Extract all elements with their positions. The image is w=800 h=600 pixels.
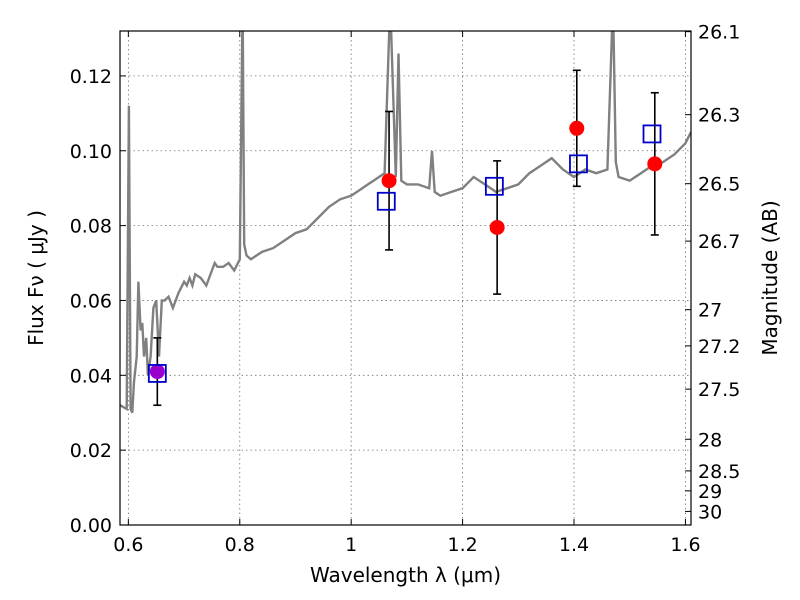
- right-tick-label: 27.5: [698, 379, 740, 401]
- right-tick-label: 26.7: [698, 231, 740, 253]
- model-photometry-square: [484, 176, 504, 196]
- x-axis-label: Wavelength λ (μm): [310, 563, 501, 587]
- x-tick-label: 1.6: [670, 534, 700, 556]
- model-photometry-square: [376, 191, 396, 211]
- grid-lines: [120, 31, 691, 526]
- right-tick-label: 28.5: [698, 461, 740, 483]
- y-tick-label: 0.08: [70, 216, 112, 238]
- x-tick-label: 1.2: [447, 534, 477, 556]
- photometry-point: [647, 156, 663, 172]
- right-tick-label: 26.5: [698, 174, 740, 196]
- right-tick-label: 26.1: [698, 22, 740, 44]
- y-tick-label: 0.10: [70, 141, 112, 163]
- x-tick-label: 0.6: [113, 534, 143, 556]
- x-tick-label: 1.4: [559, 534, 589, 556]
- x-tick-label: 0.8: [225, 534, 255, 556]
- right-tick-label: 26.3: [698, 105, 740, 127]
- model-photometry-square: [569, 154, 588, 174]
- right-axis-label: Magnitude (AB): [758, 200, 782, 355]
- right-tick-label: 27: [698, 300, 722, 322]
- x-tick-label: 1: [345, 534, 357, 556]
- photometry-point: [381, 173, 397, 189]
- y-tick-label: 0.04: [70, 365, 112, 387]
- photometry-point: [489, 219, 505, 235]
- y-tick-label: 0.12: [70, 66, 112, 88]
- right-tick-label: 30: [698, 501, 722, 523]
- model-photometry-square: [642, 124, 662, 144]
- axis-ticks: 0.6 0.8 1 1.2 1.4 1.6 0.00 0.02 0.04 0.06 0.08 0.10…: [70, 22, 741, 556]
- model-spectrum-line: [120, 31, 691, 414]
- photometry-point: [569, 120, 585, 136]
- plot-frame: [119, 30, 692, 526]
- y-axis-label: Flux Fν ( μJy ): [24, 210, 48, 346]
- model-photometry-square: [147, 364, 167, 383]
- y-tick-label: 0.00: [70, 515, 112, 537]
- photometry-point: [149, 364, 165, 380]
- right-tick-label: 27.2: [698, 336, 740, 358]
- y-tick-label: 0.02: [70, 440, 112, 462]
- right-tick-label: 29: [698, 481, 722, 503]
- plot-area: [120, 31, 691, 414]
- right-tick-label: 28: [698, 429, 722, 451]
- y-tick-label: 0.06: [70, 290, 112, 312]
